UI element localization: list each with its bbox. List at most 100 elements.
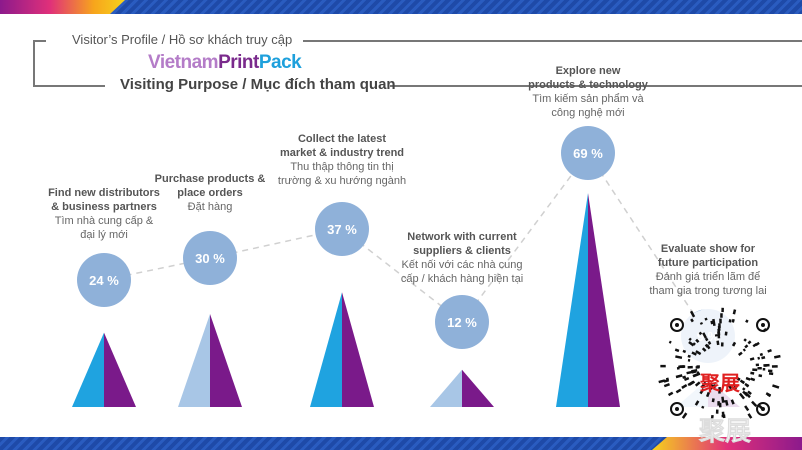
qr-dot [711, 398, 715, 403]
value-label: 37 % [327, 222, 357, 237]
qr-finder [670, 318, 684, 332]
qr-dot [686, 370, 693, 375]
qr-dot [681, 383, 688, 389]
qr-dot [687, 365, 693, 369]
qr-dot [682, 349, 687, 354]
qr-dot [714, 334, 718, 337]
qr-dot [764, 364, 768, 367]
header-subtitle: Visitor’s Profile / Hồ sơ khách truy cập [72, 32, 293, 47]
qr-dot [722, 414, 726, 419]
qr-dot [699, 388, 705, 395]
qr-dot [757, 367, 762, 370]
qr-dot [745, 376, 751, 381]
qr-dot [660, 364, 666, 368]
qr-dot [698, 331, 703, 336]
qr-dot [750, 371, 755, 375]
qr-dot [668, 340, 672, 344]
qr-dot [747, 413, 753, 419]
value-circle [77, 253, 131, 307]
value-label: 69 % [573, 146, 603, 161]
qr-dot [667, 391, 674, 397]
qr-logo: 聚展 [699, 371, 740, 395]
qr-dot [750, 377, 756, 382]
triangle-right-2 [342, 292, 374, 407]
qr-finder [675, 323, 679, 327]
category-label: Find new distributors & business partners… [48, 186, 160, 242]
triangle-right-3 [462, 369, 494, 407]
qr-dot [695, 366, 700, 369]
category-label-vi: Kết nối với các nhà cung [401, 259, 523, 271]
qr-dot [767, 393, 772, 398]
category-label-en: suppliers & clients [413, 245, 511, 257]
qr-dot [688, 337, 692, 341]
value-circle [435, 295, 489, 349]
qr-dot [752, 368, 758, 372]
qr-dot [720, 342, 724, 347]
banner-art [652, 437, 802, 450]
qr-finder [756, 402, 770, 416]
qr-dot [707, 382, 711, 386]
qr-dot [716, 340, 720, 346]
triangle-left-0 [72, 332, 104, 407]
qr-dot [691, 351, 697, 356]
category-label-vi: trường & xu hướng ngành [277, 175, 407, 187]
qr-dot [691, 370, 697, 374]
qr-dot [773, 354, 781, 359]
qr-dot [758, 374, 763, 378]
qr-finder [670, 402, 684, 416]
qr-dot [721, 307, 724, 313]
qr-dot [767, 348, 772, 353]
qr-dot [675, 374, 683, 379]
qr-dot [728, 319, 732, 323]
category-label-vi: đại lý mới [80, 229, 128, 241]
qr-dot [687, 380, 694, 387]
category-label-en: future participation [657, 257, 759, 269]
triangle-right-4 [588, 193, 620, 407]
banner-art [0, 0, 125, 14]
value-circle [561, 126, 615, 180]
qr-dot [761, 356, 766, 360]
qr-dot [681, 412, 688, 419]
qr-dot [732, 341, 737, 347]
qr-dot [694, 400, 700, 406]
qr-dot [741, 380, 745, 385]
frame-line [33, 40, 46, 42]
qr-dot [701, 405, 705, 409]
qr-finder [756, 318, 770, 332]
qr-dot [744, 344, 749, 349]
category-label-en: Collect the latest [297, 133, 387, 145]
qr-code[interactable]: 聚展 聚展 [655, 305, 785, 445]
qr-dot [721, 411, 725, 415]
qr-dot [747, 390, 752, 396]
qr-dot [762, 367, 766, 371]
category-label: Purchase products & place orders Đặt hàng [155, 172, 266, 214]
qr-dot [694, 381, 701, 387]
qr-watermark: 聚展 [698, 417, 751, 445]
qr-dot [732, 309, 737, 315]
qr-dot [692, 342, 696, 346]
qr-dot [742, 387, 746, 391]
qr-dot [695, 350, 702, 356]
qr-dot [755, 363, 760, 367]
frame-line [303, 40, 802, 42]
qr-dot [665, 377, 669, 381]
qr-dot [683, 376, 690, 382]
qr-dot [689, 310, 696, 318]
qr-dot [715, 409, 719, 414]
triangle-left-2 [310, 292, 342, 407]
qr-dot [772, 384, 780, 389]
qr-dot [658, 379, 666, 384]
category-label-vi: Đánh giá triển lãm để [655, 271, 761, 283]
category-label-vi: cấp / khách hàng hiện tại [400, 273, 524, 285]
qr-dot [749, 357, 755, 361]
qr-dot [675, 388, 682, 394]
triangle-left-3 [430, 369, 462, 407]
value-label: 30 % [195, 251, 225, 266]
qr-finder [761, 323, 765, 327]
qr-dot [709, 384, 714, 390]
category-label-vi: Tìm nhà cung cấp & [54, 215, 154, 227]
qr-dot [687, 358, 691, 362]
qr-dot [723, 400, 726, 403]
qr-dot [675, 355, 683, 360]
